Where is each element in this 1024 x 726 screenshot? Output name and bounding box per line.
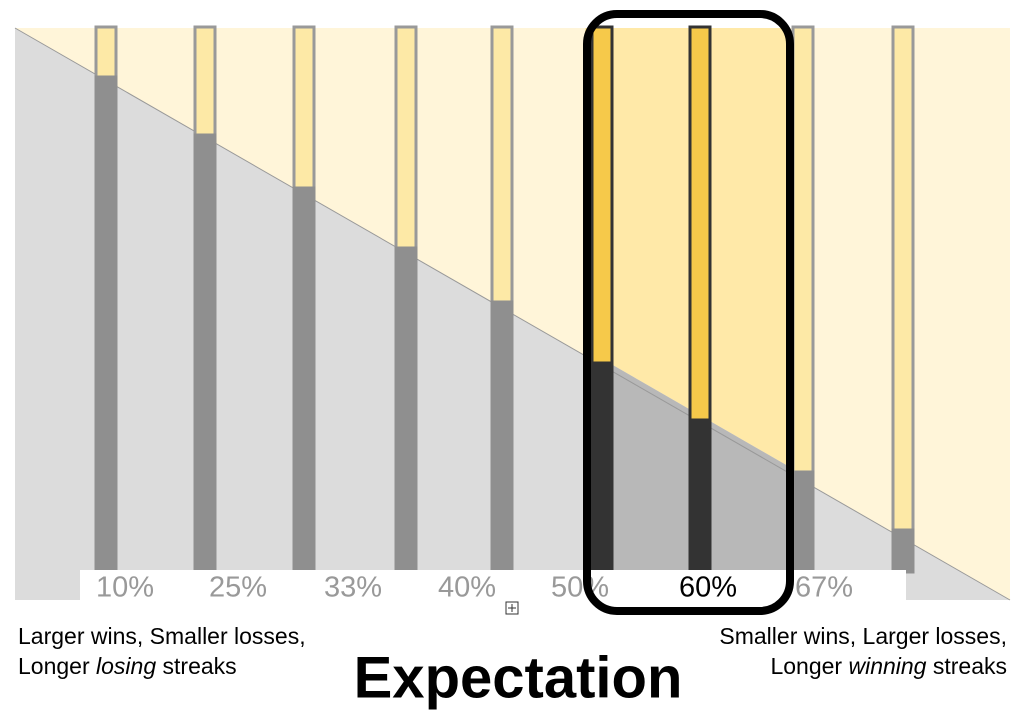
highlight-win <box>585 28 788 466</box>
text-part: winning <box>848 653 926 679</box>
left-note-line1: Larger wins, Smaller losses, <box>18 623 306 649</box>
column-bottom <box>394 246 418 574</box>
text-part: streaks <box>926 653 1007 679</box>
column-top <box>193 25 217 137</box>
label-strip <box>80 570 906 601</box>
axis-labels: 10% 25% 33% 40% 50% 60% 67% <box>96 572 853 604</box>
text-part: streaks <box>156 653 237 679</box>
text-part: Longer <box>18 653 96 679</box>
column-bottom <box>193 133 217 574</box>
title: Expectation <box>354 645 683 710</box>
axis-label: 50% <box>551 572 609 604</box>
axis-label: 60% <box>679 572 737 604</box>
highlight-frame <box>583 10 794 615</box>
column-top <box>590 25 614 365</box>
column-top <box>94 25 118 79</box>
axis-label: 33% <box>324 572 382 604</box>
column-top <box>791 25 815 474</box>
column-top <box>292 25 316 190</box>
column-top <box>394 25 418 250</box>
column-bottom <box>791 470 815 574</box>
column-top <box>490 25 514 304</box>
column-bottom <box>94 75 118 574</box>
left-note-line2: Longer losing streaks <box>18 653 237 679</box>
column-bottom <box>590 361 614 574</box>
text-part: losing <box>96 653 156 679</box>
column-bottom <box>891 528 915 574</box>
column-bottom <box>490 300 514 574</box>
text-part: Longer <box>770 653 848 679</box>
axis-label: 40% <box>438 572 496 604</box>
highlight-loss <box>585 349 788 600</box>
axis-label: 67% <box>795 572 853 604</box>
right-note-line2: Longer winning streaks <box>770 653 1007 679</box>
column-top <box>688 25 712 422</box>
column-bottom <box>292 186 316 574</box>
axis-label: 25% <box>209 572 267 604</box>
bars <box>94 25 915 574</box>
expand-icon <box>505 601 519 615</box>
axis-label: 10% <box>96 572 154 604</box>
column-top <box>891 25 915 532</box>
right-note-line1: Smaller wins, Larger losses, <box>719 623 1007 649</box>
column-bottom <box>688 418 712 574</box>
